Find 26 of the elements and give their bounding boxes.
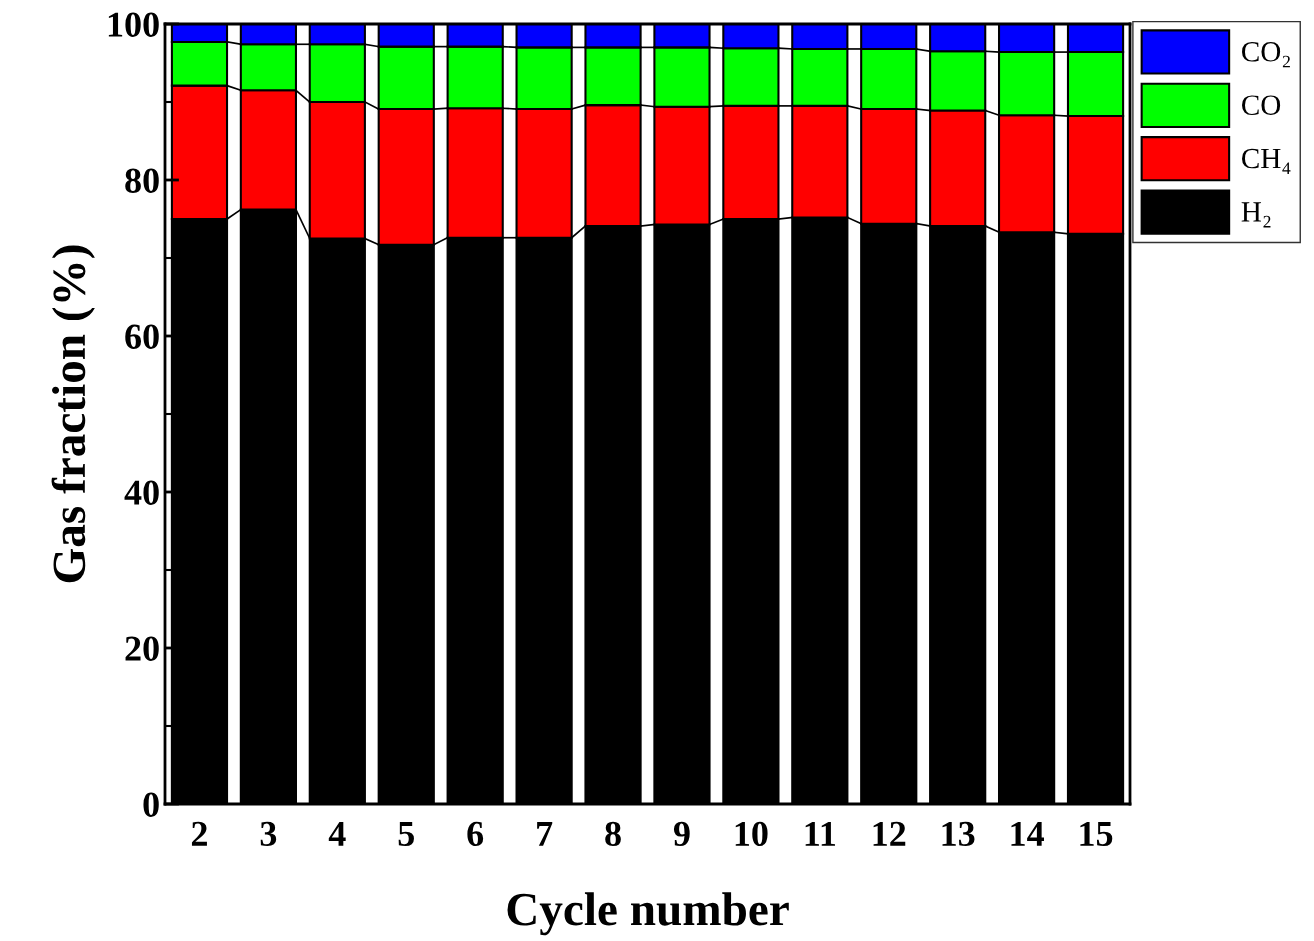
- x-tick-label: 10: [735, 821, 768, 847]
- y-tick-label: 40: [124, 480, 159, 505]
- x-tick-label: 15: [1080, 821, 1113, 847]
- x-tick-label: 8: [605, 821, 621, 847]
- legend-label: H₂: [1241, 202, 1271, 228]
- x-axis-title: Cycle number: [507, 892, 789, 936]
- legend-label: CH₄: [1242, 148, 1291, 174]
- x-tick-label: 9: [673, 821, 690, 847]
- x-tick-label: 4: [328, 821, 346, 846]
- x-tick-label: 11: [805, 821, 836, 846]
- x-tick-label: 7: [537, 822, 553, 846]
- x-tick-label: 6: [467, 821, 484, 847]
- legend-label: CO₂: [1242, 42, 1290, 68]
- y-axis-title: Gas fraction (%): [51, 245, 95, 583]
- x-tick-label: 3: [260, 821, 277, 847]
- x-tick-label: 14: [1011, 821, 1044, 846]
- legend-label: CO: [1242, 95, 1281, 115]
- x-tick-label: 12: [873, 821, 906, 846]
- y-tick-label: 80: [125, 168, 159, 193]
- y-tick-label: 60: [125, 324, 159, 349]
- y-tick-label: 20: [125, 636, 159, 661]
- x-tick-label: 5: [398, 822, 414, 847]
- x-tick-label: 13: [942, 821, 975, 847]
- x-tick-label: 2: [191, 821, 207, 846]
- y-tick-label: 0: [143, 792, 159, 817]
- y-tick-label: 100: [108, 12, 159, 37]
